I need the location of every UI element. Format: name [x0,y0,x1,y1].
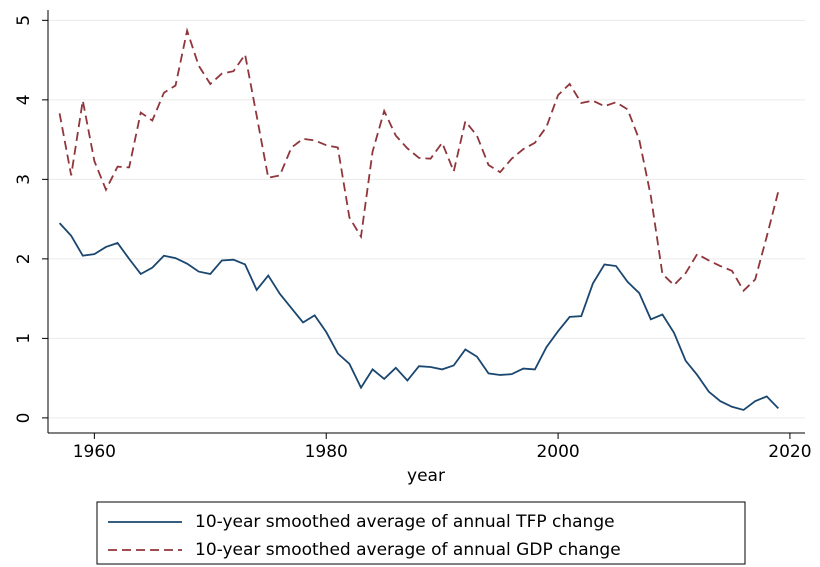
series-line [58,27,780,293]
y-tick-label: 4 [14,94,34,105]
x-tick-label: 2020 [768,442,811,462]
y-tick-label: 3 [14,174,34,185]
legend-box [96,501,746,565]
x-tick-label: 1980 [305,442,348,462]
y-tick-label: 5 [14,15,34,26]
x-tick-label: 1960 [73,442,116,462]
y-tick-label: 2 [14,253,34,264]
series-line [58,222,779,411]
x-axis-label: year [407,466,445,486]
y-tick-label: 1 [14,333,34,344]
y-tick-label: 0 [14,412,34,423]
x-tick-label: 2000 [536,442,579,462]
legend-label: 10-year smoothed average of annual TFP c… [195,512,615,532]
legend-label: 10-year smoothed average of annual GDP c… [195,540,621,560]
